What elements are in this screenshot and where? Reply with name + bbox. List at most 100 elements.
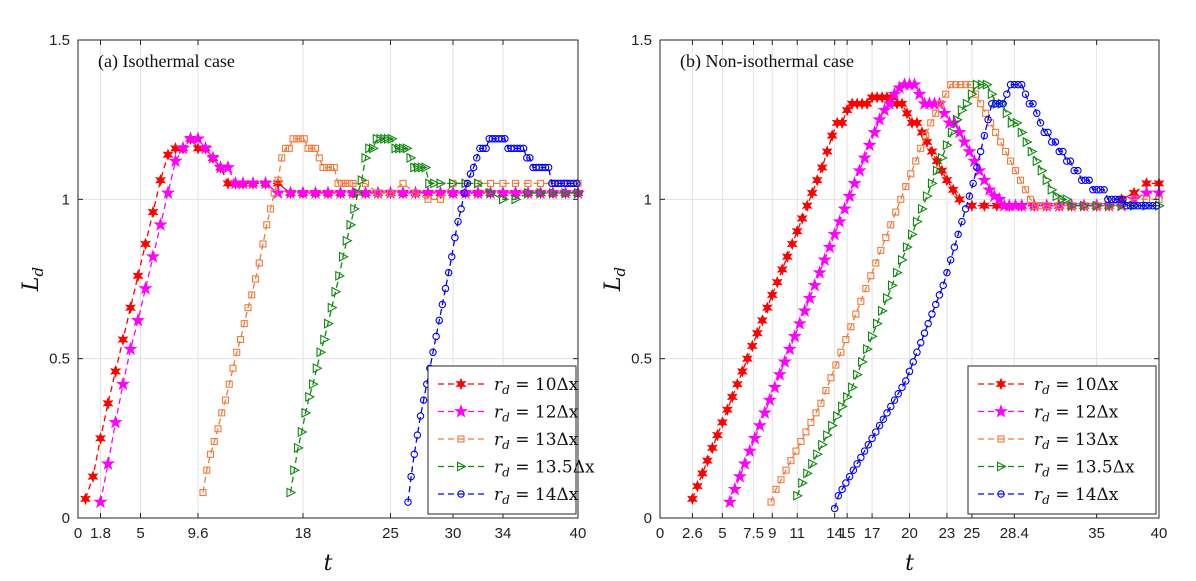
data-point [524,179,532,187]
data-point [807,277,822,292]
data-point [544,163,553,172]
data-point [1081,176,1090,184]
data-point [1051,138,1060,146]
data-point [110,365,121,378]
data-point [1139,185,1154,199]
x-axis-label: t [324,551,333,576]
data-point [308,144,316,152]
data-point [777,476,785,484]
data-point [1104,195,1112,204]
data-point [845,472,854,481]
data-point [1025,99,1034,108]
data-point [877,102,892,117]
data-point [942,90,950,98]
data-point [691,479,703,493]
data-point [311,144,320,152]
data-point [470,185,486,199]
data-point [457,205,465,213]
x-tick-label: 7.5 [743,525,764,542]
data-point [832,214,847,228]
data-point [842,479,850,487]
data-point [301,407,312,418]
data-point [420,185,436,199]
data-point [957,105,968,116]
data-point [123,341,138,356]
x-tick-label: 15 [839,525,856,542]
data-point [821,145,833,158]
legend-swatch-marker [457,490,465,498]
data-point [802,428,810,436]
data-point [977,172,992,187]
data-point [345,179,353,187]
data-point [897,195,905,203]
data-point [1003,90,1011,98]
data-point [225,380,233,388]
data-point [872,259,880,267]
data-point [293,135,301,143]
data-point [813,449,823,460]
data-point [857,453,865,462]
data-point [404,498,412,506]
series-2 [199,135,582,497]
data-point [346,219,357,230]
data-point [868,331,878,342]
data-point [1119,195,1127,204]
data-point [798,477,809,489]
data-point [331,286,342,297]
data-point [849,466,858,474]
data-point [214,425,222,433]
data-point [424,195,432,203]
data-point [93,494,108,509]
data-point [190,131,206,145]
data-point [771,275,783,289]
data-point [1145,201,1153,210]
x-tick-label: 9 [768,525,776,542]
data-point [792,316,807,330]
data-point [1062,157,1071,165]
data-point [1037,165,1048,176]
data-point [957,81,965,89]
data-point [772,485,780,493]
data-point [864,440,873,449]
panel-a-isothermal: 0 1.8 5 9.6 18 25 30 34 40 0 0.5 1 1.5 t Ld (a) Isother… [19,32,595,576]
data-point [860,447,869,455]
data-point [472,154,481,162]
data-point [469,163,478,172]
data-point [907,170,915,178]
data-point [822,386,830,395]
data-point [1027,146,1038,157]
data-point [887,86,902,101]
data-point [827,374,835,382]
data-point [843,391,853,403]
data-point [1021,186,1030,194]
data-point [950,243,959,251]
series-3 [286,133,584,498]
data-point [115,376,131,391]
data-point [828,420,838,431]
data-point [1074,166,1082,175]
data-point [1152,201,1161,210]
legend-swatch-marker [996,461,1007,472]
x-tick-label: 0 [74,525,82,542]
data-point [350,203,361,214]
data-point [932,109,940,117]
data-point [80,492,91,506]
data-point [969,179,977,188]
data-point [752,418,767,432]
data-point [863,344,873,355]
data-point [917,203,928,214]
data-point [751,326,763,340]
data-point [341,179,350,187]
data-point [797,303,812,317]
y-tick-label: 0.5 [631,351,652,368]
data-point [832,361,840,369]
data-point [766,288,778,302]
y-tick-label: 0 [644,510,652,527]
y-tick-label: 0.5 [49,351,70,368]
x-axis-label: t [905,551,914,576]
data-point [737,456,752,470]
data-point [519,144,528,153]
data-point [448,178,459,189]
data-point [1017,127,1028,138]
